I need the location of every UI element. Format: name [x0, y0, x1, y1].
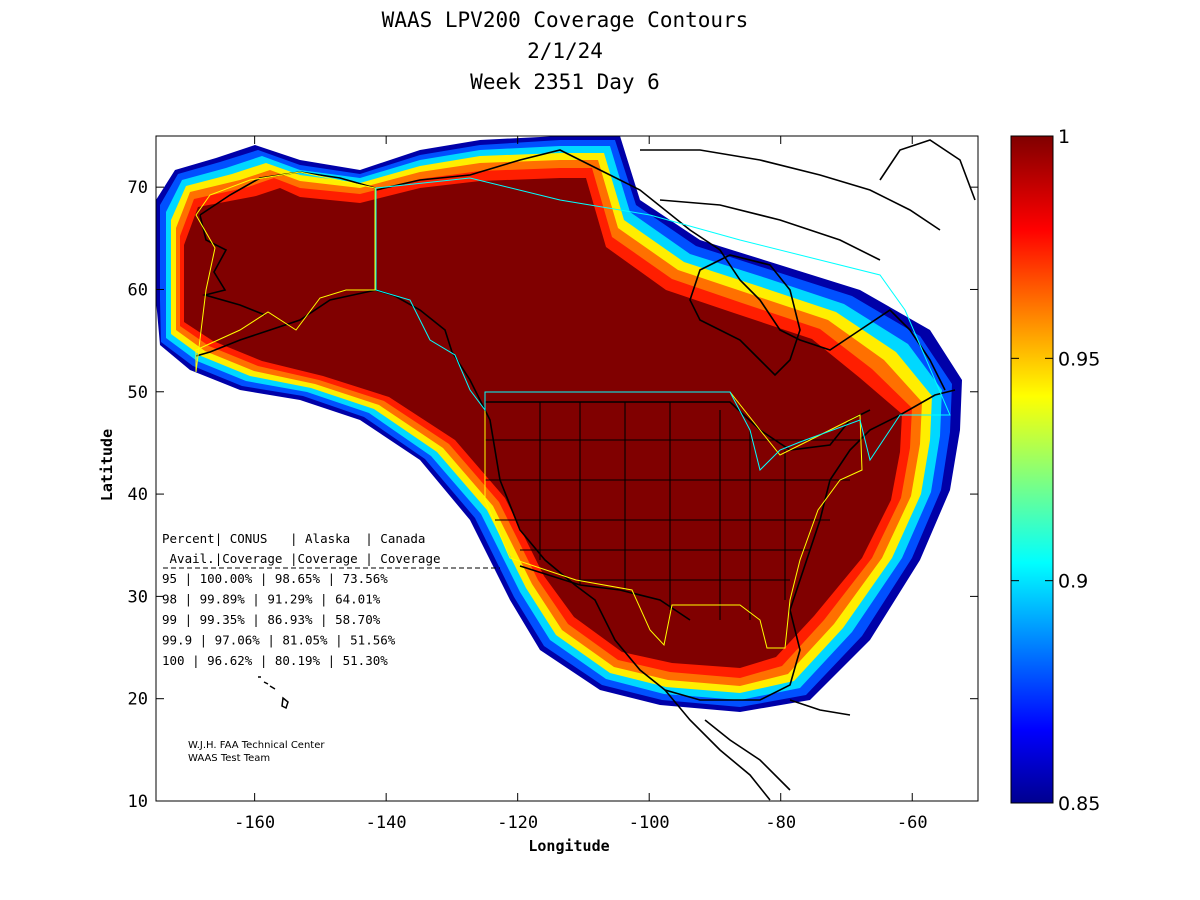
chart-title-line-3: Week 2351 Day 6	[470, 70, 660, 94]
table-header-canada-coverage: Coverage	[380, 551, 440, 566]
coverage-table: Percent| CONUS | Alaska | Canada Avail.|…	[162, 531, 500, 668]
y-tick-label: 60	[128, 280, 148, 300]
credit-line-1: W.J.H. FAA Technical Center	[188, 740, 325, 751]
y-tick-label: 20	[128, 690, 148, 710]
arctic-islands	[640, 139, 976, 261]
x-axis-label: Longitude	[528, 837, 609, 855]
table-header-row-1: Percent| CONUS | Alaska | Canada	[162, 531, 425, 546]
colorbar-tick-label: 0.85	[1058, 793, 1100, 815]
table-rows: 95 | 100.00% | 98.65% | 73.56% 98 | 99.8…	[162, 571, 396, 668]
colorbar	[1010, 135, 1054, 804]
hawaii-islands	[258, 676, 289, 710]
table-header-avail: Avail.	[170, 551, 215, 566]
table-row: 100 | 96.62% | 80.19% | 51.30%	[162, 653, 388, 668]
y-tick-label: 50	[128, 383, 148, 403]
colorbar-tick-label: 1	[1058, 126, 1070, 148]
conus-boundary	[484, 391, 863, 649]
table-row: 95 | 100.00% | 98.65% | 73.56%	[162, 571, 388, 586]
central-america-coastline	[664, 689, 851, 801]
map-outlines	[195, 139, 976, 801]
hawaii-island-outline	[258, 676, 289, 710]
hudson-bay-coastline	[689, 254, 801, 377]
region-boundaries	[195, 171, 951, 649]
x-tick-label: -80	[765, 813, 796, 833]
y-tick-label: 40	[128, 485, 148, 505]
colorbar-tick-label: 0.9	[1058, 571, 1088, 593]
y-tick-label: 10	[128, 792, 148, 812]
table-header-alaska-coverage: Coverage	[298, 551, 358, 566]
table-header-alaska: Alaska	[305, 531, 350, 546]
coverage-contours	[156, 136, 962, 712]
y-axis-ticks: 10 20 30 40 50 60 70	[128, 178, 978, 812]
us-canada-border	[485, 401, 871, 451]
y-axis-label: Latitude	[98, 429, 116, 501]
table-row: 99 | 99.35% | 86.93% | 58.70%	[162, 612, 381, 627]
table-header-percent: Percent	[162, 531, 215, 546]
contour-band-1	[184, 178, 902, 668]
state-vertical-lines	[539, 402, 786, 620]
credit-line-2: WAAS Test Team	[188, 753, 270, 764]
table-row: 99.9 | 97.06% | 81.05% | 51.56%	[162, 633, 396, 648]
state-horizontal-lines	[485, 439, 860, 581]
x-tick-label: -160	[234, 813, 275, 833]
north-america-coastline	[375, 149, 956, 701]
us-state-lines	[485, 402, 860, 620]
table-row: 98 | 99.89% | 91.29% | 64.01%	[162, 592, 381, 607]
alaska-boundary	[195, 171, 376, 373]
colorbar-ticks: 0.85 0.9 0.95 1	[1011, 126, 1100, 815]
plot-frame	[155, 135, 979, 802]
chart-title-line-2: 2/1/24	[527, 39, 603, 63]
y-tick-label: 30	[128, 587, 148, 607]
table-header-conus-coverage: Coverage	[222, 551, 282, 566]
table-header-conus: CONUS	[230, 531, 268, 546]
table-header-canada: Canada	[380, 531, 425, 546]
x-tick-label: -120	[497, 813, 538, 833]
table-header-row-2: Avail.|Coverage |Coverage | Coverage	[162, 551, 441, 566]
y-tick-label: 70	[128, 178, 148, 198]
canada-boundary	[375, 177, 951, 471]
x-tick-label: -100	[629, 813, 670, 833]
x-tick-label: -60	[897, 813, 928, 833]
x-axis-ticks: -160 -140 -120 -100 -80 -60	[234, 136, 928, 833]
colorbar-tick-label: 0.95	[1058, 348, 1100, 370]
x-tick-label: -140	[366, 813, 407, 833]
chart-title-line-1: WAAS LPV200 Coverage Contours	[381, 8, 749, 32]
